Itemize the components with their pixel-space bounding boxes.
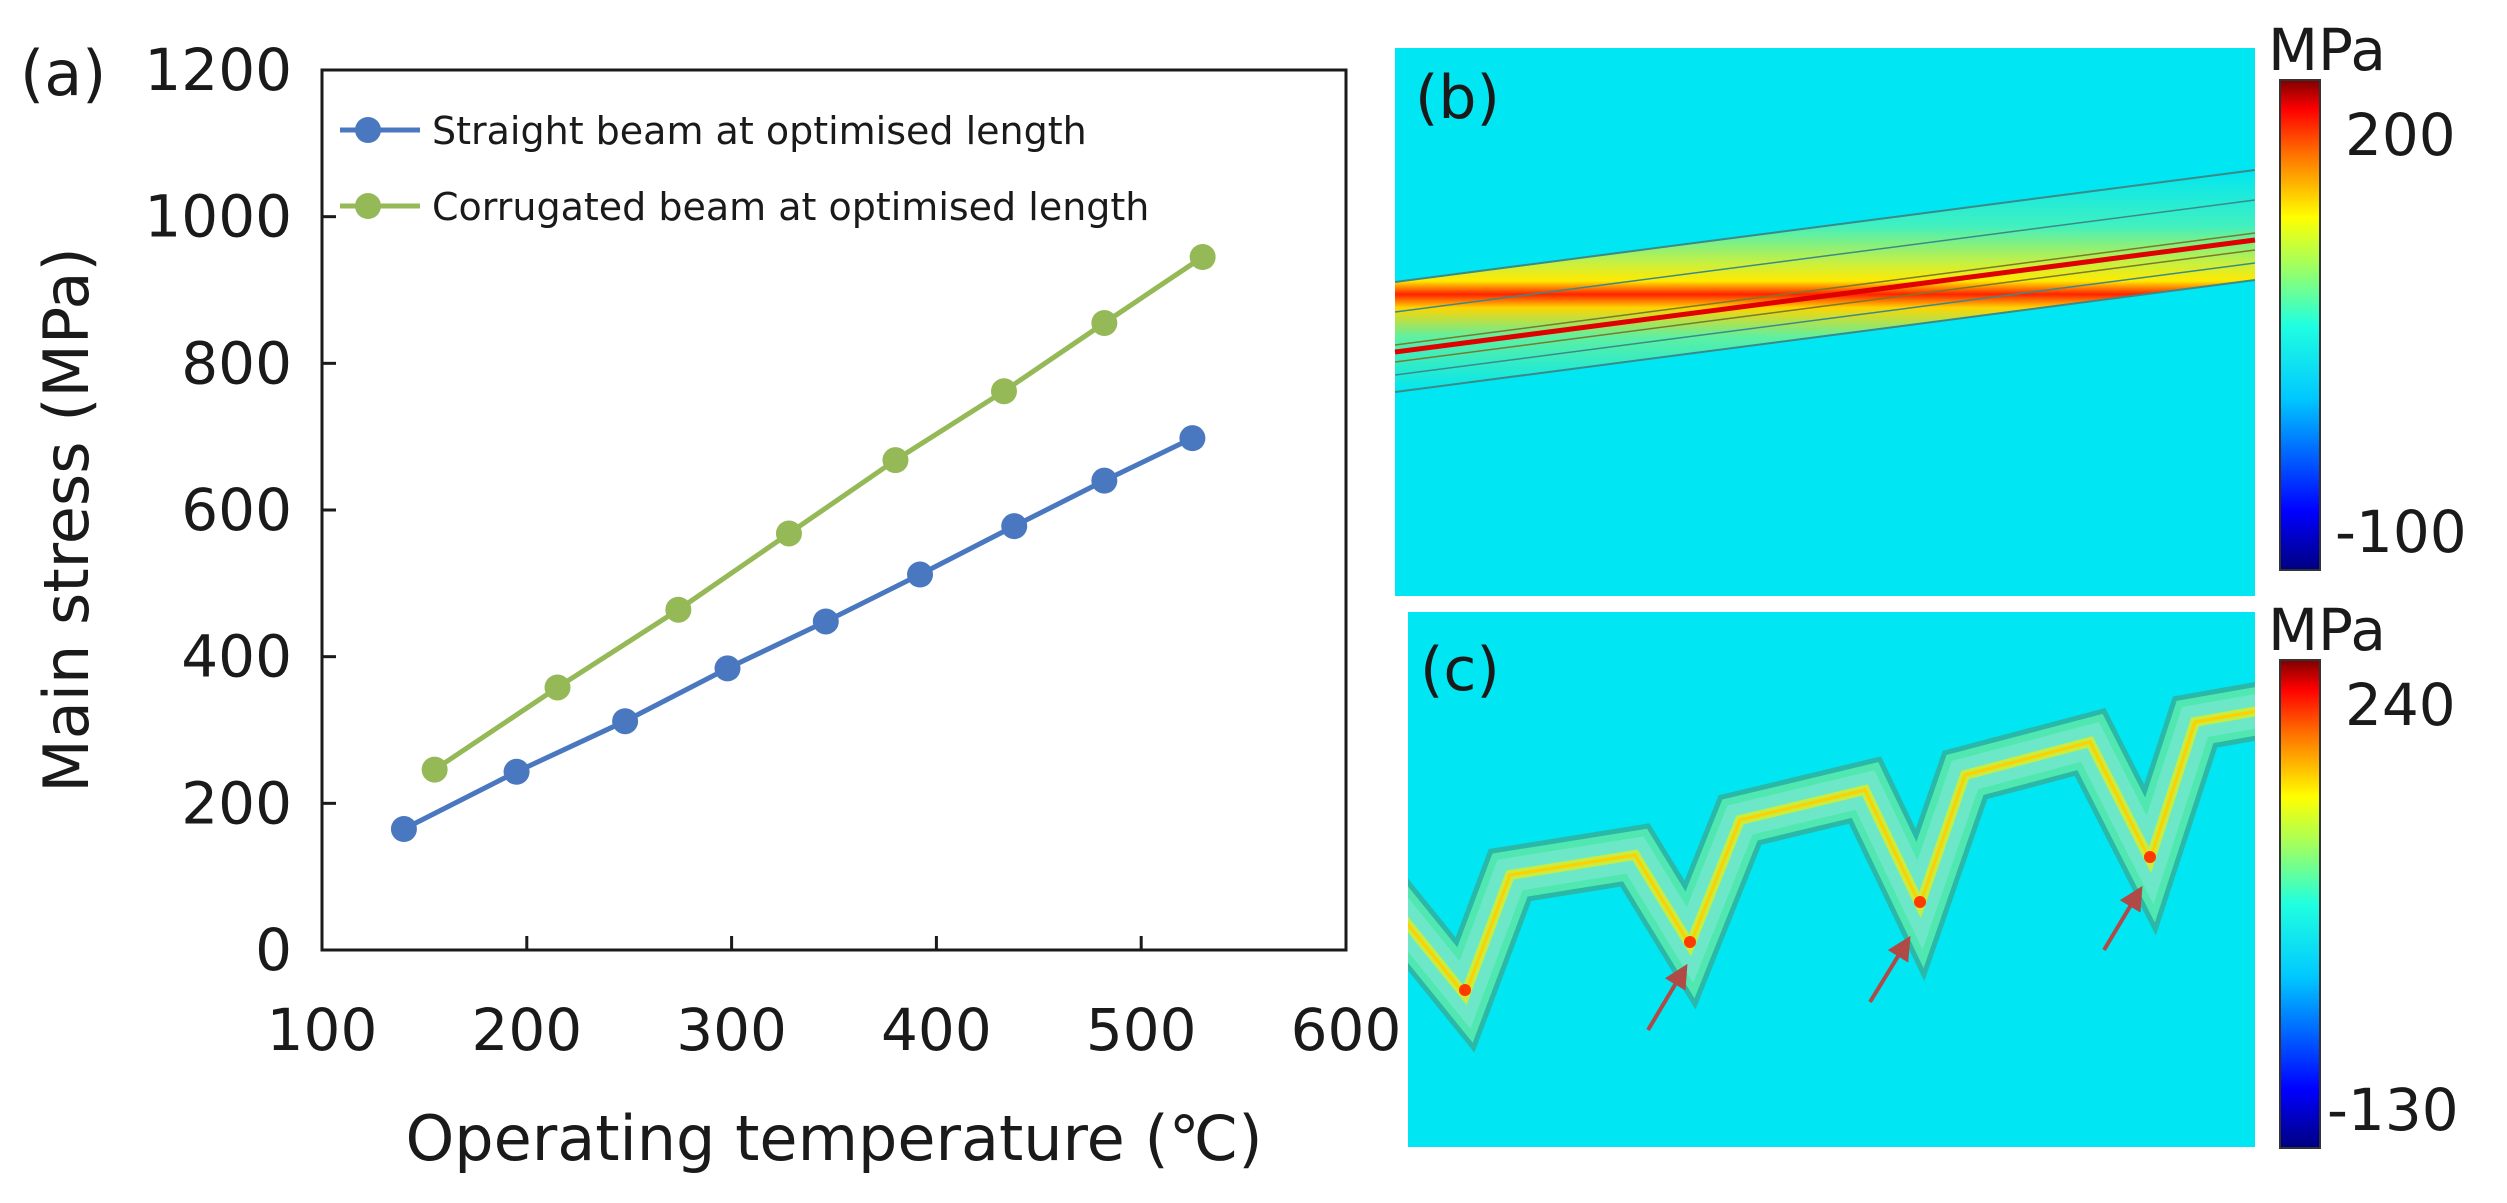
panel-label-b: (b) — [1415, 63, 1500, 133]
legend-marker-1 — [355, 117, 381, 143]
data-point-series-1 — [1091, 467, 1118, 494]
arrow-1 — [1646, 963, 1688, 1032]
colorbar-b-max: 200 — [2345, 101, 2456, 169]
data-point-series-1 — [907, 561, 934, 588]
colorbar-c-gradient — [2279, 659, 2321, 1149]
x-tick-labels: 100 200 300 400 500 600 — [267, 936, 1402, 1064]
panel-label-a: (a) — [20, 37, 106, 110]
data-point-series-2 — [775, 520, 802, 547]
x-tick-label: 200 — [471, 996, 582, 1064]
data-point-series-1 — [1001, 513, 1028, 540]
data-point-series-1 — [612, 708, 639, 735]
contour-panel-b: (b) MPa 200 -100 — [1394, 16, 2467, 596]
data-point-series-2 — [544, 674, 571, 701]
series-layer — [390, 244, 1216, 842]
y-tick-label: 0 — [255, 916, 292, 984]
hotspot-arrows — [1646, 885, 2143, 1032]
data-point-series-2 — [1091, 310, 1118, 336]
contour-panel-c: (c) MPa 240 -130 — [1408, 596, 2459, 1149]
data-point-series-2 — [665, 596, 692, 623]
legend-marker-2 — [355, 193, 381, 219]
data-point-series-1 — [503, 758, 530, 785]
colorbar-b-gradient — [2279, 79, 2321, 571]
colorbar-b-min: -100 — [2335, 498, 2467, 566]
colorbar-c-max: 240 — [2345, 671, 2456, 739]
line-chart-panel: (a) 0 200 400 600 800 1000 1200 100 200 300 400 50… — [20, 36, 1401, 1175]
y-tick-label: 1000 — [144, 183, 292, 251]
arrow-2 — [1868, 935, 1911, 1004]
data-point-series-2 — [421, 756, 448, 783]
y-axis-label: Main stress (MPa) — [30, 247, 103, 792]
colorbar-c-min: -130 — [2327, 1076, 2459, 1144]
y-tick-label: 200 — [181, 769, 292, 837]
data-point-series-1 — [714, 655, 741, 682]
colorbar-c-unit: MPa — [2268, 596, 2386, 664]
data-point-series-2 — [882, 447, 909, 474]
y-tick-label: 1200 — [144, 36, 292, 104]
series-line-2 — [433, 254, 1205, 772]
straight-beam-contour — [1394, 169, 2256, 393]
legend-label-2: Corrugated beam at optimised length — [432, 185, 1149, 229]
x-tick-label: 100 — [267, 996, 378, 1064]
data-point-series-2 — [1189, 244, 1216, 270]
colorbar-b-unit: MPa — [2268, 16, 2386, 84]
y-tick-label: 800 — [181, 329, 292, 397]
arrow-3 — [2102, 885, 2143, 952]
legend: Straight beam at optimised length Corruga… — [340, 109, 1149, 229]
legend-label-1: Straight beam at optimised length — [432, 109, 1087, 153]
y-tick-label: 400 — [181, 623, 292, 691]
data-point-series-1 — [812, 608, 839, 635]
panel-label-c: (c) — [1420, 635, 1500, 705]
data-point-series-1 — [1179, 425, 1206, 452]
data-point-series-1 — [390, 816, 417, 842]
x-tick-label: 300 — [676, 996, 787, 1064]
x-tick-label: 500 — [1086, 996, 1197, 1064]
corrugated-beam-contour — [1408, 681, 2255, 1053]
data-point-series-2 — [990, 378, 1017, 405]
y-tick-label: 600 — [181, 476, 292, 544]
x-tick-label: 400 — [881, 996, 992, 1064]
x-tick-label: 600 — [1291, 996, 1402, 1064]
colorbar-c: MPa 240 -130 — [2268, 596, 2459, 1149]
colorbar-b: MPa 200 -100 — [2268, 16, 2467, 571]
x-axis-label: Operating temperature (℃) — [405, 1102, 1262, 1175]
y-tick-labels: 0 200 400 600 800 1000 1200 — [144, 36, 336, 984]
